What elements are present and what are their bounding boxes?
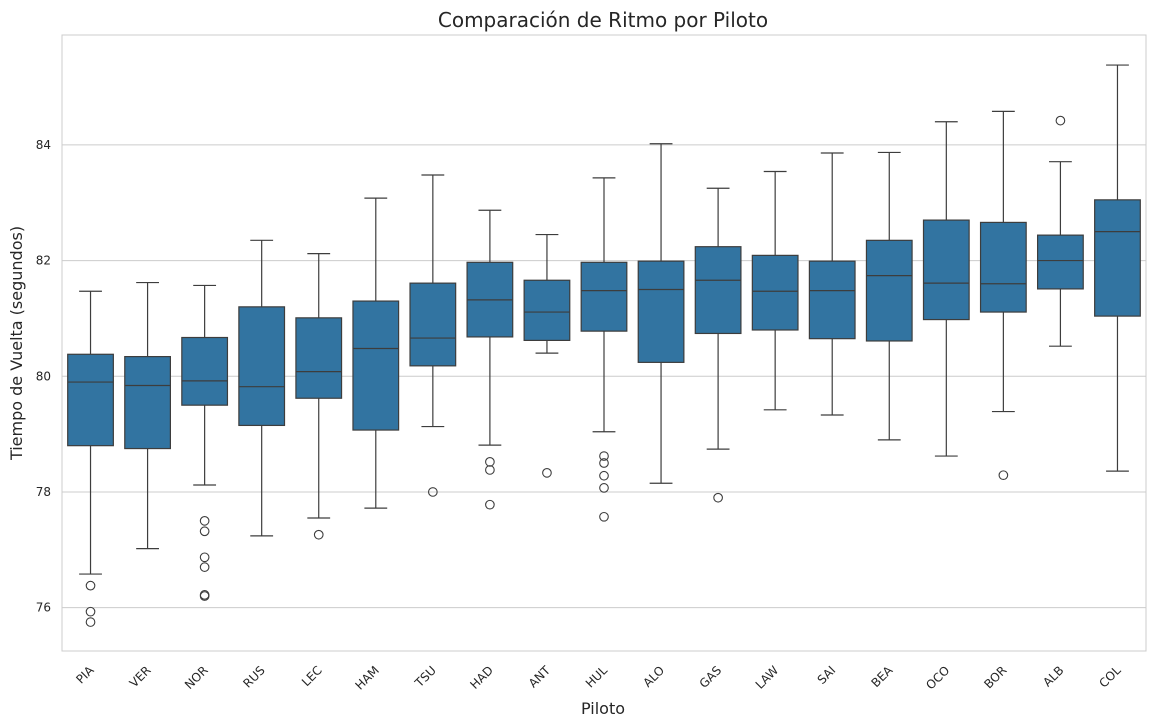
- outlier-point: [199, 591, 210, 601]
- outlier-point: [85, 617, 96, 627]
- outlier-point: [485, 465, 495, 475]
- outlier-point: [599, 470, 609, 481]
- outlier-point: [199, 516, 210, 526]
- iqr-box: [808, 260, 856, 340]
- x-tick-label: TSU: [412, 663, 439, 690]
- y-tick-label: 78: [36, 485, 51, 499]
- outlier-point: [199, 552, 210, 563]
- outlier-point: [199, 526, 210, 537]
- iqr-box: [124, 355, 172, 450]
- outlier-point: [599, 451, 609, 461]
- x-tick-label: GAS: [697, 663, 725, 691]
- iqr-box: [238, 306, 286, 427]
- x-tick-label: VER: [127, 663, 154, 690]
- box-tsu: [409, 174, 457, 497]
- box-nor: [181, 284, 229, 601]
- x-tick-label: COL: [1096, 663, 1123, 690]
- x-tick-label: ALO: [640, 663, 667, 690]
- x-tick-label: BOR: [981, 663, 1009, 691]
- iqr-box: [181, 336, 229, 406]
- x-tick-label: HAM: [352, 663, 381, 692]
- x-tick-labels: PIA VER NOR RUS LEC HAM TSU HAD ANT HUL ALO GAS LAW S…: [73, 663, 1123, 693]
- y-tick-label: 84: [36, 138, 51, 152]
- box-law: [751, 170, 799, 411]
- outlier-point: [1055, 115, 1066, 126]
- box-ham: [352, 197, 400, 509]
- outlier-point: [713, 492, 723, 503]
- plot-frame: [61, 34, 1147, 652]
- box-bor: [979, 110, 1027, 481]
- outlier-point: [599, 511, 609, 522]
- box-had: [466, 209, 514, 510]
- iqr-box: [1036, 234, 1084, 290]
- outlier-point: [313, 529, 324, 540]
- y-tick-labels: 76 78 80 82 84: [36, 138, 51, 615]
- outlier-point: [485, 499, 495, 510]
- outlier-point: [599, 483, 609, 493]
- outlier-point: [542, 468, 552, 478]
- box-ant: [523, 233, 571, 478]
- x-tick-label: ANT: [526, 663, 554, 691]
- iqr-box: [637, 260, 685, 363]
- iqr-box: [409, 282, 457, 367]
- iqr-box: [865, 239, 913, 342]
- iqr-box: [580, 261, 628, 332]
- x-tick-label: HUL: [583, 663, 610, 690]
- x-tick-label: LAW: [753, 663, 782, 692]
- outlier-point: [485, 457, 495, 467]
- outlier-point: [599, 458, 609, 468]
- x-tick-label: ALB: [1040, 663, 1066, 689]
- iqr-box: [295, 317, 343, 399]
- x-tick-label: NOR: [182, 663, 211, 692]
- y-tick-label: 82: [36, 254, 51, 268]
- iqr-box: [67, 353, 114, 447]
- iqr-box: [751, 254, 799, 331]
- outlier-point: [998, 470, 1009, 481]
- iqr-box: [523, 279, 571, 341]
- box-rus: [238, 239, 286, 537]
- x-tick-label: RUS: [240, 663, 267, 690]
- box-bea: [865, 151, 913, 441]
- x-tick-label: HAD: [467, 663, 496, 692]
- y-tick-label: 76: [36, 601, 51, 615]
- outlier-point: [85, 580, 96, 591]
- iqr-box: [979, 221, 1027, 313]
- iqr-box: [352, 300, 400, 431]
- box-hul: [580, 177, 628, 522]
- box-oco: [922, 121, 970, 457]
- iqr-box: [694, 246, 742, 335]
- box-col: [1094, 64, 1141, 472]
- box-alb: [1036, 115, 1084, 347]
- box-lec: [295, 253, 343, 540]
- iqr-box: [922, 219, 970, 321]
- chart-title: Comparación de Ritmo por Piloto: [438, 8, 768, 32]
- y-tick-label: 80: [36, 369, 51, 383]
- x-axis-label: Piloto: [581, 699, 625, 718]
- boxes: [67, 64, 1141, 627]
- y-axis-label: Tiempo de Vuelta (segundos): [7, 226, 26, 461]
- box-sai: [808, 152, 856, 416]
- box-ver: [124, 281, 172, 550]
- box-pia: [67, 290, 114, 627]
- x-tick-label: OCO: [923, 663, 952, 692]
- x-tick-label: SAI: [815, 663, 839, 687]
- outlier-point: [427, 487, 438, 497]
- outlier-point: [199, 562, 210, 572]
- outlier-point: [85, 606, 96, 617]
- x-tick-label: LEC: [299, 663, 325, 689]
- box-alo: [637, 143, 685, 484]
- iqr-box: [1094, 199, 1141, 317]
- x-tick-label: PIA: [73, 663, 97, 687]
- box-gas: [694, 187, 742, 503]
- x-tick-label: BEA: [868, 663, 895, 690]
